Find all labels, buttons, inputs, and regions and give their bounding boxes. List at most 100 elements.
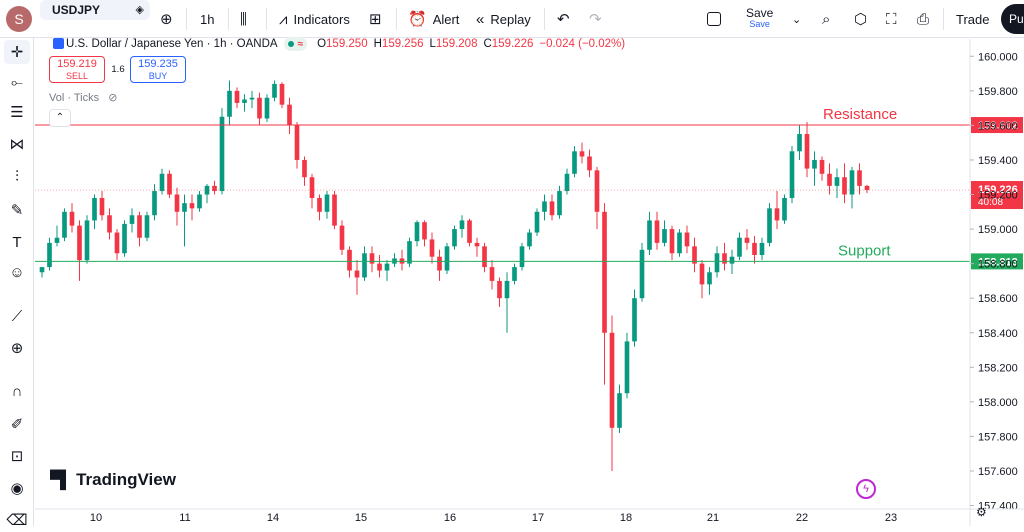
indicators-button[interactable]: ⩘ Indicators [279,0,350,38]
tradingview-watermark: ▀▌ TradingView [50,470,176,490]
eye-off-icon[interactable]: ⊘ [108,92,118,104]
trade-button[interactable]: Trade [956,11,990,27]
trend-line-icon[interactable]: ⟜ [10,73,23,91]
price-tick-label: 159.800 [978,86,1018,98]
redo-button[interactable]: ↷ [589,0,602,38]
price-chart[interactable]: Resistance 159.602 Support 158.813 159.22640… [35,39,1024,526]
candle-body [414,222,420,242]
undo-button[interactable]: ↶ [557,0,570,38]
axis-settings-icon[interactable]: ⚙ [976,505,987,519]
candle-body [707,272,712,285]
levels-layer: Resistance 159.602 Support 158.813 159.22640… [35,106,1023,270]
quick-search-button[interactable]: ⌕ [822,0,830,38]
chevron-up-icon: ⌃ [55,112,65,123]
replay-label: Replay [490,11,531,27]
symbol-title[interactable]: U.S. Dollar / Japanese Yen · 1h · OANDA [66,38,278,50]
candle-body [834,177,840,186]
ruler-icon[interactable]: ⟋ [11,307,23,325]
compare-icon[interactable]: ◈ [135,4,144,16]
price-tick-label: 158.600 [978,293,1018,305]
forecast-icon[interactable]: ⫶ [15,167,19,185]
level-label: Resistance [823,106,897,123]
level-label: Support [838,242,891,259]
time-axis: 10 11 14 15 16 17 18 21 22 23 [35,508,1024,524]
candle-body [797,134,802,152]
candle-body [857,170,862,186]
magnet-icon[interactable]: ∩ [11,382,23,400]
candle-body [542,201,547,212]
zoom-in-icon[interactable]: ⊕ [10,340,24,357]
price-tick-label: 158.800 [978,259,1018,271]
time-tick-label: 21 [707,512,719,524]
candle-body [197,194,202,209]
candle-body [864,185,870,191]
trash-icon[interactable]: ⌫ [6,512,28,529]
candle-body [677,232,682,254]
candle-body [107,215,112,233]
chart-legend: U.S. Dollar / Japanese Yen · 1h · OANDA … [50,36,625,52]
snapshot-button[interactable]: ⎙ [917,0,929,38]
candle-body [827,173,832,186]
candle-body [564,173,570,192]
candle-body [242,99,247,103]
save-button[interactable]: Save Save [746,0,773,38]
indicators-label: Indicators [293,11,350,27]
sell-button[interactable]: 159.219 SELL [49,56,105,83]
candle-body [639,249,645,299]
chart-type-button[interactable]: ⫼ [240,0,247,38]
publish-button[interactable]: Pu [1001,4,1024,34]
crosshair-icon[interactable]: ✛ [4,40,30,64]
add-symbol-button[interactable]: ⊕ [160,0,173,38]
candle-body [62,211,67,238]
candle-body [84,220,90,261]
candle-body [212,185,217,192]
candle-body [602,211,607,333]
chevron-down-icon: ⌄ [792,13,802,26]
lock-icon[interactable]: ⊡ [10,448,24,465]
ohlc-low: L159.208 [429,38,478,50]
candle-body [144,215,150,238]
candle-body [549,201,555,216]
candle-body [249,97,255,100]
settings-button[interactable]: ⬡ [854,0,867,38]
buy-price: 159.235 [138,58,178,70]
candle-body [669,229,675,254]
candle-body [789,151,795,198]
market-status-badge[interactable]: ≈ [283,37,308,51]
buy-button[interactable]: 159.235 BUY [130,56,186,83]
collapse-legend-button[interactable]: ⌃ [49,109,71,127]
candle-body [527,232,532,247]
time-tick-label: 23 [885,512,897,524]
search-icon: ⌕ [822,10,831,28]
user-avatar[interactable]: S [6,6,32,32]
candles-icon: ⫼ [240,10,247,28]
emoji-icon[interactable]: ☺ [9,263,25,281]
candle-body [804,134,810,169]
top-toolbar: S USDJPY ◈ ⊕ 1h ⫼ ⩘ Indicators ⊞ ⏰ Alert… [0,0,1024,38]
symbol-search-button[interactable]: USDJPY ◈ [40,0,150,20]
pattern-icon[interactable]: ⋈ [9,136,25,153]
alert-button[interactable]: ⏰ Alert [408,0,459,38]
price-tick-label: 158.000 [978,397,1018,409]
layouts-button[interactable]: ⊞ [369,0,382,38]
interval-button[interactable]: 1h [200,11,215,27]
text-icon[interactable]: T [12,233,22,251]
save-menu-button[interactable]: ⌄ [792,0,801,38]
layout-select-checkbox[interactable] [707,0,721,38]
lock-drawing-icon[interactable]: ✐ [10,416,24,433]
volume-legend[interactable]: Vol · Ticks ⊘ [49,91,117,104]
fullscreen-button[interactable]: ⛶ [886,0,897,38]
candle-body [812,159,817,169]
sell-label: SELL [65,71,89,81]
countdown-label: 40:08 [978,197,1003,208]
candle-body [587,156,592,171]
bolt-icon[interactable]: ϟ [856,479,876,499]
visibility-icon[interactable]: ◉ [10,480,24,497]
replay-button[interactable]: « Replay [476,0,531,38]
candle-body [347,249,352,271]
fib-icon[interactable]: ☰ [10,104,24,121]
brush-icon[interactable]: ✎ [10,202,24,219]
candle-body [579,151,585,157]
ohlc-open: O159.250 [317,38,368,50]
candle-body [782,197,787,221]
